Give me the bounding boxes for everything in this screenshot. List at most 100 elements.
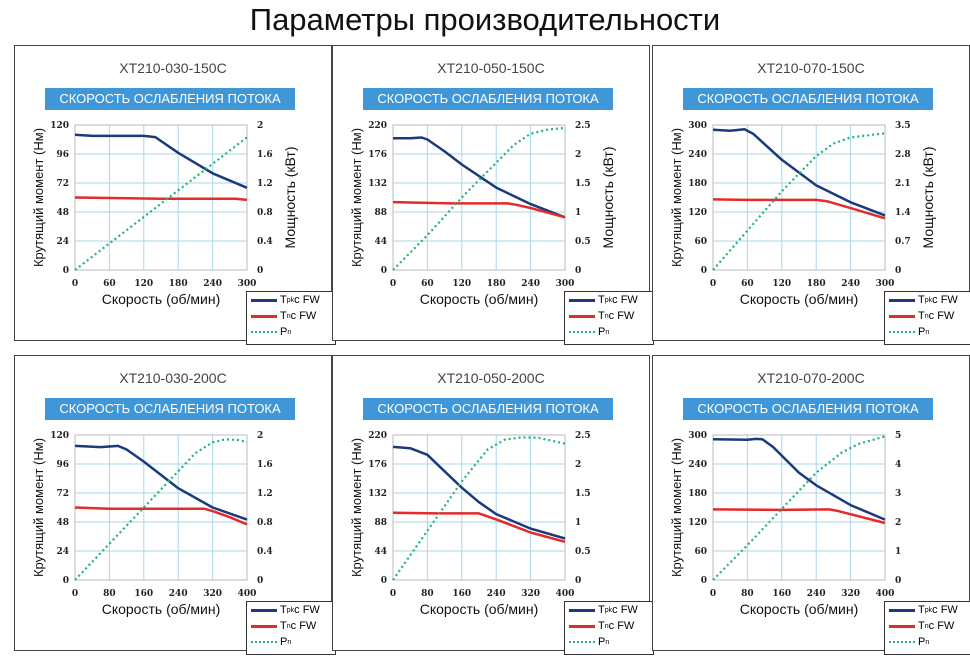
plot-area (712, 124, 886, 271)
y-axis-label: Крутящий момент (Нм) (669, 438, 684, 577)
y-tick-label: 44 (374, 237, 387, 247)
chart-svg: 0 60 120 180 240 30006012018024030000.71.42.1… (669, 121, 936, 307)
legend-label-main: T (598, 620, 605, 632)
y-tick-label: 48 (56, 208, 69, 218)
legend-label-rest: с FW (932, 294, 958, 306)
y2-tick-label: 0.5 (575, 237, 591, 247)
y2-tick-label: 0.4 (257, 547, 273, 557)
y-tick-label: 0 (63, 266, 69, 276)
y-tick-label: 72 (56, 489, 69, 499)
legend-swatch (889, 641, 915, 643)
chart-panel: XT210-050-150C СКОРОСТЬ ОСЛАБЛЕНИЯ ПОТОКА… (332, 45, 654, 345)
legend-label-sub: n (924, 622, 929, 630)
legend-label-rest: с FW (294, 604, 320, 616)
legend-swatch (889, 314, 915, 318)
pn-series-line (712, 435, 886, 581)
chart-panel: XT210-050-200C СКОРОСТЬ ОСЛАБЛЕНИЯ ПОТОКА… (332, 355, 654, 655)
legend-label-rest: с FW (294, 294, 320, 306)
legend-label-sub: n (286, 622, 291, 630)
y2-tick-label: 1.6 (257, 150, 273, 160)
flux-weakening-banner: СКОРОСТЬ ОСЛАБЛЕНИЯ ПОТОКА (363, 88, 613, 110)
y-axis-label: Крутящий момент (Нм) (31, 438, 46, 577)
y-tick-label: 0 (63, 576, 69, 586)
legend-label-main: P (280, 636, 288, 648)
legend-label-sub: n (287, 638, 292, 646)
tpk-series-line (74, 133, 248, 189)
tpk-series-line (393, 136, 566, 219)
y-tick-label: 88 (374, 518, 387, 528)
x-tick-label: 160 (452, 589, 471, 599)
legend-label-rest: с FW (608, 620, 635, 632)
legend-label-sub: n (604, 312, 609, 320)
y2-tick-label: 5 (895, 431, 901, 441)
legend-swatch (889, 624, 915, 628)
plot-area (712, 434, 886, 581)
legend-swatch (569, 608, 595, 612)
y-tick-label: 220 (368, 121, 387, 131)
x-tick-label: 120 (452, 279, 471, 289)
x-tick-label: 0 (390, 279, 396, 289)
legend-label-sub: pk (924, 606, 933, 614)
chart-svg: 0 80 160 240 320 4000448813217622000.511.522.… (349, 431, 591, 617)
pn-series-line (74, 438, 248, 581)
y2-tick-label: 1.6 (257, 460, 273, 470)
legend-swatch (251, 608, 277, 612)
x-tick-label: 400 (556, 589, 575, 599)
x-tick-label: 60 (103, 279, 116, 289)
y-tick-label: 60 (694, 237, 707, 247)
x-tick-label: 80 (421, 589, 434, 599)
y-tick-label: 240 (688, 460, 707, 470)
flux-weakening-banner: СКОРОСТЬ ОСЛАБЛЕНИЯ ПОТОКА (45, 88, 295, 110)
tpk-series-line (712, 128, 886, 217)
legend-swatch (251, 641, 277, 643)
y2-tick-label: 1.2 (257, 179, 273, 189)
y-tick-label: 120 (688, 208, 707, 218)
x-tick-label: 120 (134, 279, 153, 289)
y-tick-label: 88 (374, 208, 387, 218)
chart-panel: XT210-070-200C СКОРОСТЬ ОСЛАБЛЕНИЯ ПОТОКА… (652, 355, 970, 655)
legend-label-sub: n (604, 622, 609, 630)
y-axis-label: Крутящий момент (Нм) (31, 128, 46, 267)
x-tick-label: 240 (487, 589, 506, 599)
chart-title: XT210-050-150C (437, 60, 545, 76)
y-axis-label: Крутящий момент (Нм) (669, 128, 684, 267)
y2-tick-label: 0 (895, 266, 901, 276)
x-tick-label: 80 (103, 589, 116, 599)
legend-label-main: T (598, 604, 605, 616)
y-tick-label: 176 (368, 460, 387, 470)
legend-swatch (569, 314, 595, 318)
x-tick-label: 240 (521, 279, 540, 289)
x-tick-label: 320 (203, 589, 222, 599)
legend-label-sub: n (925, 328, 930, 336)
flux-weakening-banner: СКОРОСТЬ ОСЛАБЛЕНИЯ ПОТОКА (683, 88, 933, 110)
tn-series-line (74, 196, 248, 202)
y-tick-label: 132 (368, 179, 387, 189)
legend-label-rest: с FW (608, 310, 635, 322)
y-tick-label: 180 (688, 179, 707, 189)
page-title: Параметры производительности (249, 2, 721, 37)
chart-title: XT210-070-200C (757, 370, 865, 386)
flux-weakening-banner: СКОРОСТЬ ОСЛАБЛЕНИЯ ПОТОКА (45, 398, 295, 420)
y2-tick-label: 2.5 (575, 431, 591, 441)
y-tick-label: 132 (368, 489, 387, 499)
legend-swatch (889, 298, 915, 302)
y2-tick-label: 1.2 (257, 489, 273, 499)
chart-title: XT210-030-200C (119, 370, 227, 386)
x-tick-label: 400 (876, 589, 895, 599)
y-tick-label: 24 (56, 237, 69, 247)
x-tick-label: 160 (772, 589, 791, 599)
legend-label-rest: с FW (612, 294, 638, 306)
x-tick-label: 300 (238, 279, 257, 289)
x-tick-label: 0 (710, 589, 716, 599)
y-tick-label: 48 (56, 518, 69, 528)
y-tick-label: 0 (701, 576, 707, 586)
